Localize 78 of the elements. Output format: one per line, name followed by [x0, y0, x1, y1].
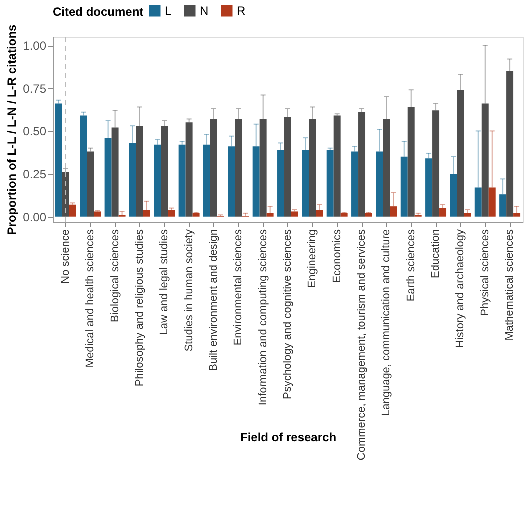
bar [94, 212, 102, 217]
bar [376, 152, 384, 217]
x-tick-label: Commerce, management, tourism and services [356, 229, 368, 461]
y-axis-title: Proportion of L-L / L-N / L-R citations [5, 24, 20, 236]
bar [400, 156, 408, 217]
x-tick-label: Language, communication and culture [380, 230, 393, 416]
legend-title: Cited document [53, 5, 144, 19]
bar [482, 104, 489, 217]
x-tick-label: Earth sciences [405, 229, 418, 302]
bar [450, 174, 458, 217]
bar [474, 188, 482, 217]
x-tick-label: Physical sciences [479, 229, 492, 316]
x-tick-label: Psychology and cognitive sciences [282, 229, 294, 400]
x-tick-label: Biological sciences [109, 229, 122, 322]
bar [426, 158, 433, 217]
y-tick-label: 0.25 [23, 168, 47, 182]
x-tick-label: Built environment and design [208, 230, 220, 372]
bar [252, 146, 260, 217]
bar [55, 104, 62, 217]
bar [302, 150, 310, 217]
y-tick-label: 0.50 [23, 124, 47, 139]
bar [358, 112, 366, 217]
bar [488, 188, 496, 217]
bar [408, 107, 415, 217]
bar [87, 152, 94, 217]
bar [143, 210, 150, 217]
legend-label: R [237, 4, 246, 18]
bar [228, 146, 236, 217]
x-tick-label: Education [430, 230, 442, 278]
bar [457, 90, 464, 217]
bar [104, 138, 112, 217]
bar [178, 144, 186, 217]
x-axis-title: Field of research [240, 430, 337, 444]
legend-label: L [165, 4, 172, 18]
x-tick-label: Studies in human society [183, 229, 196, 352]
bar [204, 144, 210, 217]
bar [210, 119, 218, 217]
bar [129, 143, 136, 217]
bar [440, 208, 447, 217]
x-tick-label: Medical and health sciences [84, 229, 97, 368]
bar [112, 128, 119, 217]
bar [186, 122, 193, 217]
x-tick-label: Engineering [306, 230, 319, 288]
bar [464, 213, 472, 217]
bar [278, 150, 285, 217]
y-tick-label: 1.00 [23, 39, 47, 54]
x-tick-label: Information and computing sciences [257, 229, 270, 406]
bar [390, 206, 398, 217]
bar [80, 116, 88, 217]
bar [340, 213, 348, 217]
bar [309, 119, 316, 217]
x-tick-label: Mathematical sciences [504, 229, 516, 341]
x-tick-label: Philosophy and religious studies [134, 229, 146, 387]
y-tick-label: 0.00 [23, 210, 47, 224]
x-tick-label: Economics [331, 229, 344, 284]
y-tick-label: 0.75 [23, 82, 47, 96]
bar [266, 213, 274, 217]
legend-label: N [200, 4, 209, 18]
x-tick-label: Environmental sciences [232, 229, 245, 346]
bar [161, 126, 168, 217]
bar [352, 152, 359, 217]
bar [192, 213, 200, 217]
x-tick-label: Law and legal studies [158, 229, 171, 336]
bar [260, 119, 267, 217]
bar [316, 210, 324, 217]
bar [235, 119, 242, 217]
bar [506, 71, 514, 217]
bar [383, 119, 390, 217]
bar [432, 110, 440, 217]
x-tick-label: No science [60, 230, 72, 284]
bar [284, 118, 292, 217]
bar [154, 144, 162, 217]
bar [514, 213, 521, 217]
bar [136, 126, 144, 217]
x-tick-label: History and archaeology [454, 229, 467, 348]
bar [366, 213, 372, 217]
bar [500, 194, 507, 217]
bar [62, 172, 70, 217]
